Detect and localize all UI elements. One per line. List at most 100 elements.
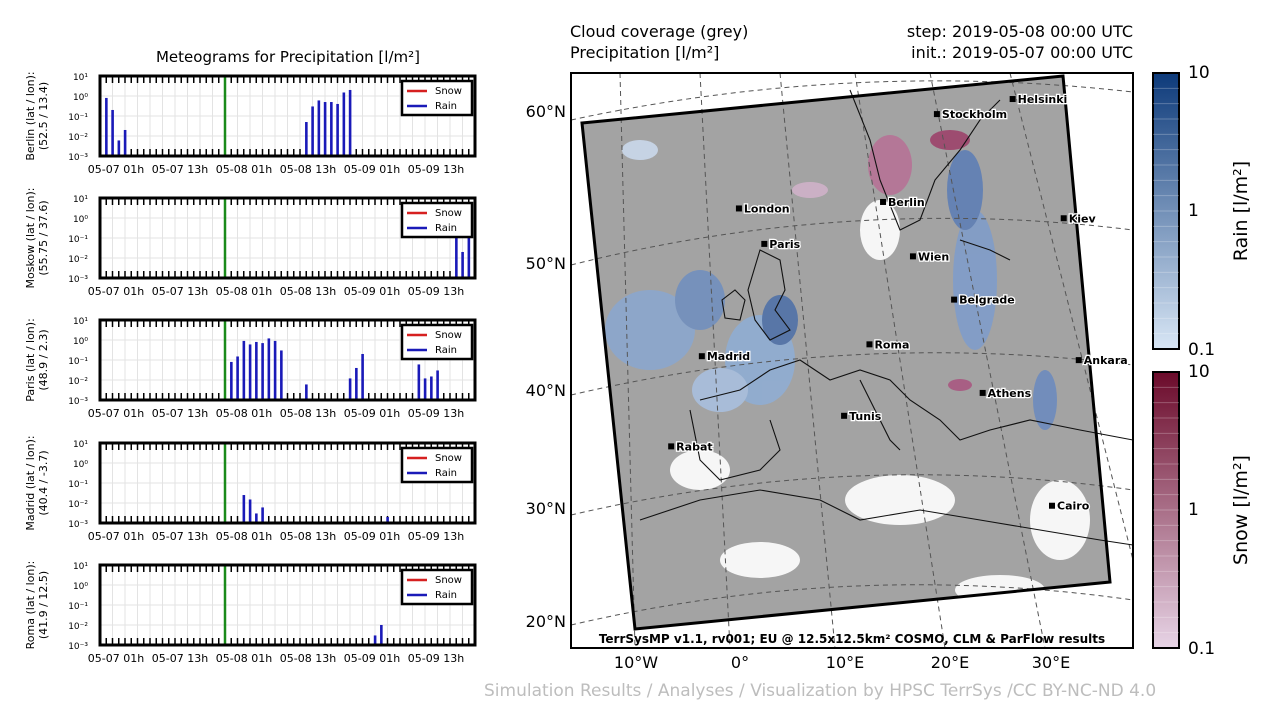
lat-label: 20°N xyxy=(526,612,566,631)
rain-bar xyxy=(105,97,108,156)
city-marker-stockholm: Stockholm xyxy=(933,107,1008,122)
city-label: Wien xyxy=(918,250,949,263)
city-marker-ankara: Ankara xyxy=(1075,353,1129,368)
city-label: Rabat xyxy=(676,440,712,453)
lon-label: 10°W xyxy=(614,653,658,672)
x-tick-label: 05-07 13h xyxy=(152,163,208,176)
y-tick-label: 10⁻¹ xyxy=(68,235,88,245)
meteogram-frame xyxy=(98,196,477,280)
city-dot xyxy=(761,240,768,247)
x-tick-label: 05-09 01h xyxy=(344,285,400,298)
city-label: Paris xyxy=(769,238,800,251)
rain-bar xyxy=(236,356,239,400)
station-label: Moskow (lat / lon):(55.75 / 37.6) xyxy=(24,187,50,288)
x-tick-label: 05-07 01h xyxy=(88,652,144,665)
rain-bar xyxy=(342,92,346,156)
longitude-labels: 10°W 0° 10°E 20°E 30°E xyxy=(614,653,1070,672)
x-tick-label: 05-07 01h xyxy=(88,530,144,543)
rain-colorbar-tick-10: 10 xyxy=(1188,63,1210,83)
model-domain-outline xyxy=(580,74,1112,631)
map-title-precip: Precipitation [l/m²] xyxy=(570,43,719,62)
city-dot xyxy=(668,443,675,450)
legend-snow-label: Snow xyxy=(435,330,462,341)
legend-rain-label: Rain xyxy=(435,101,457,112)
credit-text: Simulation Results / Analyses / Visualiz… xyxy=(484,681,1157,701)
city-label: London xyxy=(744,202,790,215)
x-tick-label: 05-07 13h xyxy=(152,652,208,665)
meteogram-2: 10¹ 10⁰ 10⁻¹ 10⁻² 10⁻³05-07 01h 05-07 13h 05-0… xyxy=(24,187,477,298)
lat-label: 50°N xyxy=(526,254,566,273)
city-dot xyxy=(951,296,958,303)
x-tick-label: 05-08 01h xyxy=(216,407,272,420)
rain-bar xyxy=(267,338,271,400)
city-dot xyxy=(735,205,742,212)
rain-bar xyxy=(311,106,314,156)
lon-label: 20°E xyxy=(931,653,969,672)
y-tick-label: 10⁻¹ xyxy=(68,113,88,123)
y-tick-label: 10⁰ xyxy=(73,337,88,347)
rain-bar xyxy=(111,109,114,156)
rain-bar xyxy=(242,340,246,400)
city-marker-kiev: Kiev xyxy=(1060,211,1098,227)
city-marker-rabat: Rabat xyxy=(668,439,714,455)
x-tick-label: 05-09 13h xyxy=(408,163,464,176)
rain-bar xyxy=(255,341,258,400)
city-dot xyxy=(1009,96,1016,103)
city-marker-tunis: Tunis xyxy=(841,409,883,424)
rain-colorbar-tick-01: 0.1 xyxy=(1188,340,1215,360)
clear-sky-patches xyxy=(670,200,1090,605)
rain-colorbar: 10 1 0.1 Rain [l/m²] xyxy=(1152,63,1252,360)
city-dot xyxy=(1142,143,1148,149)
rain-bar xyxy=(455,238,458,278)
x-tick-label: 05-08 01h xyxy=(216,530,272,543)
legend-snow-label: Snow xyxy=(435,453,462,464)
city-dot xyxy=(933,111,940,118)
city-marker-cairo: Cairo xyxy=(1049,498,1091,514)
city-dot xyxy=(841,412,848,419)
y-tick-label: 10⁰ xyxy=(73,93,88,103)
map-step-label: step: 2019-05-08 00:00 UTC xyxy=(907,22,1133,41)
legend-box xyxy=(400,201,474,239)
station-label: Berlin (lat / lon):(52.5 / 13.4) xyxy=(24,71,50,160)
lon-label: 0° xyxy=(731,653,749,672)
city-marker-paris: Paris xyxy=(761,237,802,252)
x-tick-label: 05-08 13h xyxy=(280,407,336,420)
city-label: Cairo xyxy=(1057,500,1090,513)
rain-bar xyxy=(436,370,439,400)
map-area: HelsinkiStockholmMoskowLondonBerlinKievP… xyxy=(571,73,1148,648)
station-label: Roma (lat / lon):(41.9 / 12.5) xyxy=(24,561,50,650)
x-tick-label: 05-08 01h xyxy=(216,163,272,176)
city-dot xyxy=(866,341,873,348)
snow-colorbar-tick-01: 0.1 xyxy=(1188,639,1215,659)
legend-rain-label: Rain xyxy=(435,345,457,356)
city-label: Helsinki xyxy=(1018,93,1068,106)
rain-bar xyxy=(261,343,264,400)
y-tick-label: 10⁻¹ xyxy=(68,480,88,490)
x-tick-label: 05-09 13h xyxy=(408,530,464,543)
legend-rain-label: Rain xyxy=(435,223,457,234)
city-label: Athens xyxy=(988,387,1032,400)
rain-bar xyxy=(430,376,433,400)
city-label: Ankara xyxy=(1084,354,1128,367)
rain-bar xyxy=(280,350,283,400)
latitude-labels: 60°N 50°N 40°N 30°N 20°N xyxy=(526,102,566,631)
meteogram-3: 10¹ 10⁰ 10⁻¹ 10⁻² 10⁻³05-07 01h 05-07 13h 05-0… xyxy=(24,317,477,420)
y-tick-label: 10⁻² xyxy=(68,133,88,143)
map-init-label: init.: 2019-05-07 00:00 UTC xyxy=(911,43,1133,62)
y-tick-label: 10⁻¹ xyxy=(68,357,88,367)
snow-colorbar-label: Snow [l/m²] xyxy=(1230,455,1252,565)
rain-bar xyxy=(248,499,252,523)
x-tick-label: 05-08 13h xyxy=(280,652,336,665)
y-tick-label: 10⁻³ xyxy=(68,153,88,163)
rain-bar xyxy=(361,353,364,400)
lat-label: 60°N xyxy=(526,102,566,121)
legend-snow-label: Snow xyxy=(435,575,462,586)
city-dot xyxy=(1060,215,1067,222)
snow-colorbar: 10 1 0.1 Snow [l/m²] xyxy=(1152,362,1252,659)
rain-bar xyxy=(117,140,121,156)
city-marker-london: London xyxy=(735,201,791,217)
y-tick-label: 10⁰ xyxy=(73,460,88,470)
rain-bar xyxy=(380,625,383,645)
city-dot xyxy=(1075,357,1082,364)
